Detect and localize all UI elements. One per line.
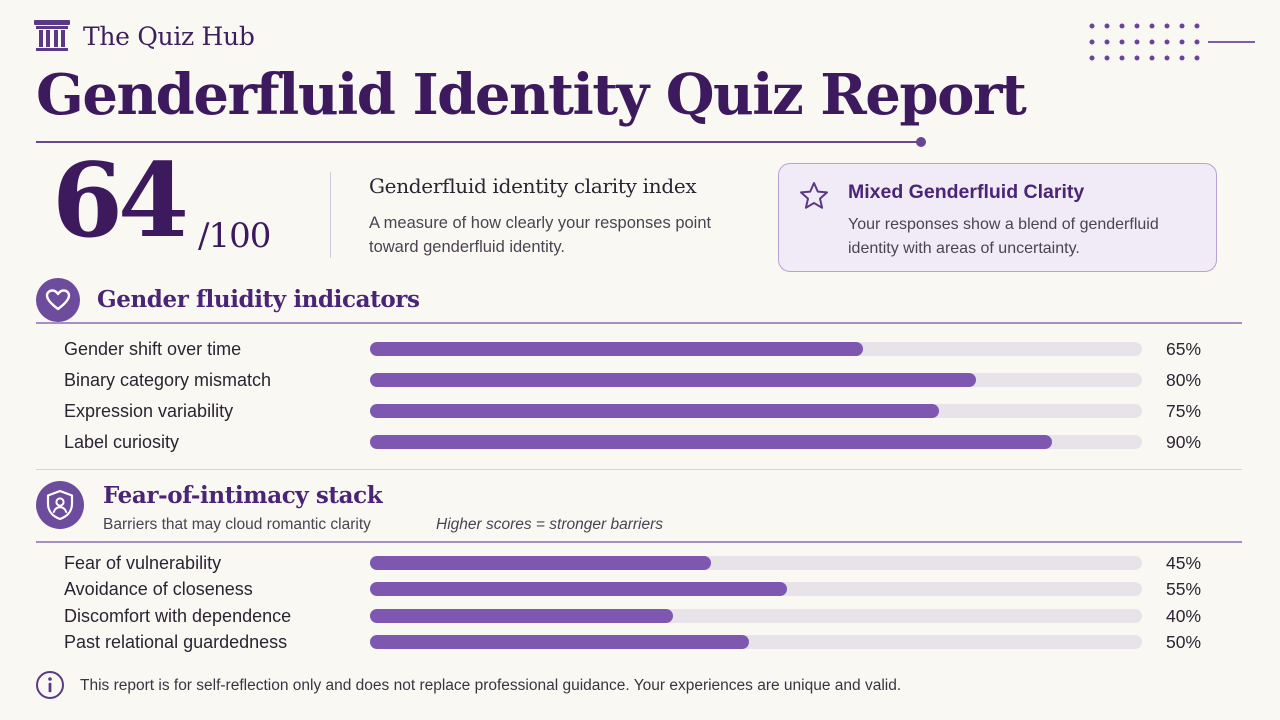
- progress-track: [370, 404, 1142, 418]
- progress-fill: [370, 582, 787, 597]
- brand-name: The Quiz Hub: [83, 21, 255, 51]
- metric-percent: 75%: [1166, 401, 1202, 421]
- progress-track: [370, 373, 1142, 387]
- progress-track: [370, 582, 1142, 597]
- intimacy-section-subtitle: Barriers that may cloud romantic clarity: [103, 516, 371, 533]
- metric-row: Fear of vulnerability 45%: [0, 550, 1280, 576]
- section-separator: [36, 469, 1242, 470]
- metric-label: Gender shift over time: [64, 339, 242, 359]
- index-title: Genderfluid identity clarity index: [369, 174, 697, 198]
- intimacy-section-title: Fear-of-intimacy stack: [103, 482, 383, 509]
- metric-percent: 45%: [1166, 553, 1202, 573]
- disclaimer-text: This report is for self-reflection only …: [80, 677, 902, 694]
- score-max: /100: [198, 216, 271, 256]
- metric-row: Binary category mismatch 80%: [0, 367, 1280, 393]
- progress-track: [370, 608, 1142, 623]
- metric-percent: 40%: [1166, 605, 1202, 626]
- rating-title: Mixed Genderfluid Clarity: [848, 181, 1085, 203]
- metric-label: Discomfort with dependence: [64, 605, 292, 626]
- fluidity-section-rule: [36, 322, 1242, 324]
- intimacy-section-rule: [36, 541, 1242, 543]
- decorative-dot-grid: [1089, 23, 1200, 61]
- metric-row: Past relational guardedness 50%: [0, 629, 1280, 655]
- decorative-rule: [1208, 41, 1255, 43]
- progress-fill: [370, 608, 674, 623]
- index-description: A measure of how clearly your responses …: [369, 214, 712, 256]
- metric-label: Label curiosity: [64, 432, 180, 452]
- rating-card: Mixed Genderfluid Clarity Your responses…: [778, 163, 1217, 272]
- rating-description: Your responses show a blend of genderflu…: [848, 216, 1159, 257]
- fluidity-section-title: Gender fluidity indicators: [97, 286, 420, 313]
- metric-label: Binary category mismatch: [64, 370, 272, 390]
- metric-row: Discomfort with dependence 40%: [0, 603, 1280, 629]
- score-value: 64: [52, 141, 189, 261]
- progress-track: [370, 556, 1142, 570]
- metric-row: Avoidance of closeness 55%: [0, 576, 1280, 602]
- metric-row: Gender shift over time 65%: [0, 336, 1280, 362]
- progress-fill: [370, 404, 939, 418]
- metric-percent: 55%: [1166, 579, 1202, 600]
- metric-label: Past relational guardedness: [64, 631, 288, 652]
- progress-fill: [370, 556, 712, 570]
- metric-row: Expression variability 75%: [0, 398, 1280, 424]
- metric-row: Label curiosity 90%: [0, 429, 1280, 455]
- title-underline-dot: [916, 137, 926, 147]
- info-icon: [36, 671, 64, 699]
- progress-track: [370, 435, 1142, 449]
- metric-percent: 50%: [1166, 631, 1202, 652]
- progress-fill: [370, 373, 977, 387]
- metric-percent: 80%: [1166, 370, 1202, 390]
- shield-person-icon: [36, 481, 84, 529]
- metric-percent: 90%: [1166, 432, 1202, 452]
- progress-track: [370, 342, 1142, 356]
- heart-icon: [36, 278, 80, 322]
- brand: The Quiz Hub: [33, 17, 255, 55]
- metric-label: Expression variability: [64, 401, 234, 421]
- progress-fill: [370, 342, 863, 356]
- metric-label: Fear of vulnerability: [64, 553, 222, 573]
- title-underline: [36, 141, 920, 143]
- page-title: Genderfluid Identity Quiz Report: [36, 62, 1027, 128]
- progress-track: [370, 634, 1142, 649]
- star-icon: [800, 182, 828, 209]
- metric-percent: 65%: [1166, 339, 1202, 359]
- score-divider: [330, 172, 331, 258]
- intimacy-section-note: Higher scores = stronger barriers: [436, 516, 663, 533]
- pillar-temple-icon: [34, 20, 70, 51]
- progress-fill: [370, 435, 1053, 449]
- progress-fill: [370, 634, 750, 649]
- metric-label: Avoidance of closeness: [64, 579, 253, 600]
